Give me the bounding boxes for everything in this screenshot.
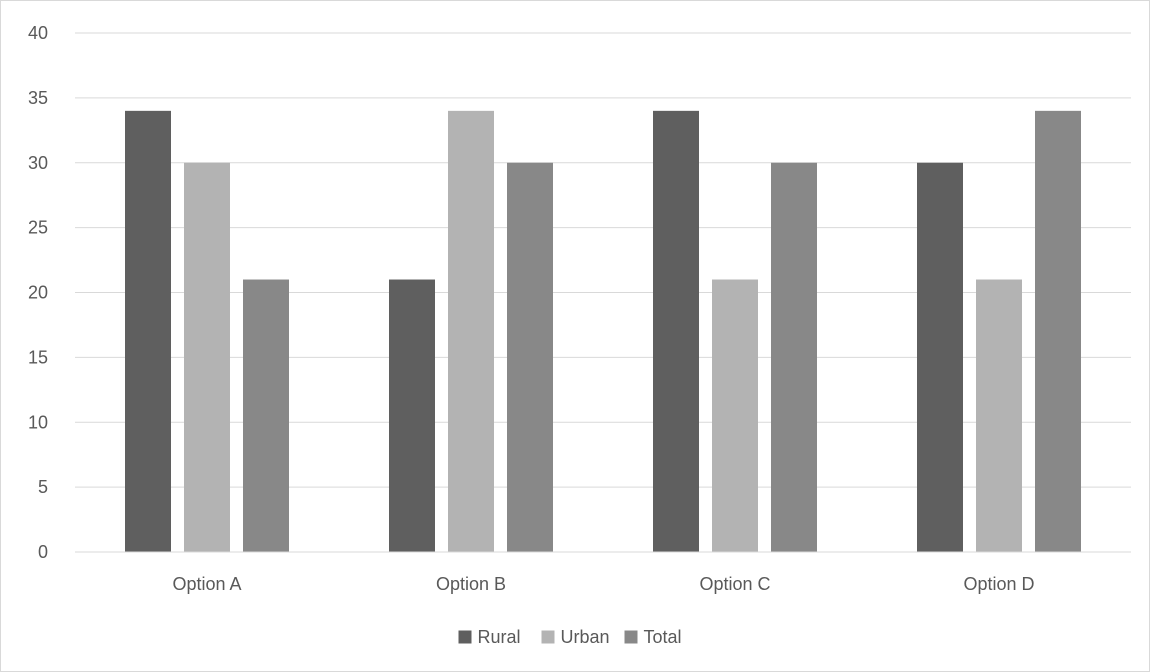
bar-rural-option-b [389, 279, 435, 552]
y-tick-label: 10 [28, 412, 48, 432]
bar-urban-option-c [712, 279, 758, 552]
bar-total-option-d [1035, 110, 1081, 552]
legend-label-rural: Rural [478, 627, 521, 647]
bar-total-option-c [771, 162, 817, 552]
legend-label-urban: Urban [561, 627, 610, 647]
y-tick-label: 0 [38, 542, 48, 562]
y-axis-tick-labels: 0 5 10 15 20 25 30 35 40 [28, 23, 48, 562]
x-category-label: Option C [699, 574, 770, 594]
x-category-label: Option B [436, 574, 506, 594]
bar-urban-option-a [184, 162, 230, 552]
legend-swatch-rural [458, 630, 472, 644]
bars [125, 110, 1081, 552]
y-tick-label: 15 [28, 347, 48, 367]
y-tick-label: 25 [28, 218, 48, 238]
y-tick-label: 20 [28, 283, 48, 303]
x-category-label: Option A [172, 574, 241, 594]
legend: Rural Urban Total [458, 627, 682, 647]
y-tick-label: 5 [38, 477, 48, 497]
x-category-label: Option D [963, 574, 1034, 594]
legend-swatch-total [624, 630, 638, 644]
y-tick-label: 35 [28, 88, 48, 108]
bar-total-option-b [507, 162, 553, 552]
bar-rural-option-d [917, 162, 963, 552]
bar-urban-option-d [976, 279, 1022, 552]
legend-swatch-urban [541, 630, 555, 644]
x-axis-category-labels: Option A Option B Option C Option D [172, 574, 1034, 594]
bar-urban-option-b [448, 110, 494, 552]
legend-label-total: Total [644, 627, 682, 647]
bar-total-option-a [243, 279, 289, 552]
gridlines [75, 32, 1131, 488]
y-tick-label: 30 [28, 153, 48, 173]
y-tick-label: 40 [28, 23, 48, 43]
bar-rural-option-c [653, 110, 699, 552]
bar-rural-option-a [125, 110, 171, 552]
